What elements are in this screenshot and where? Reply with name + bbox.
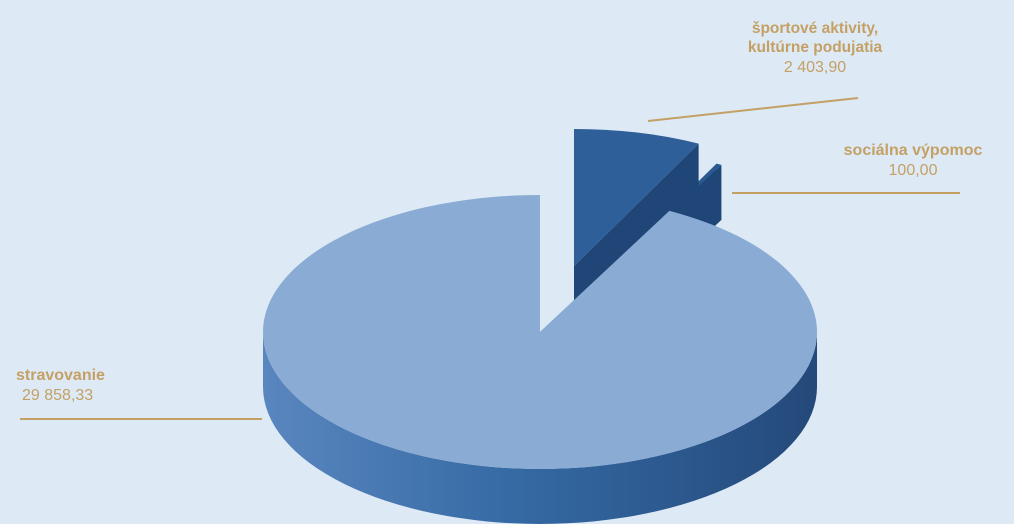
slice-name-social: sociálna výpomoc <box>843 142 983 159</box>
pie-slices <box>263 129 818 524</box>
slice-label-social: sociálna výpomoc 100,00 <box>820 141 1014 181</box>
slice-stravovanie-side <box>263 332 817 524</box>
slice-value-sport: 2 403,90 <box>783 58 847 76</box>
slice-name-sport-line1: športové aktivity, <box>751 20 879 37</box>
slice-value-social: 100,00 <box>888 162 938 179</box>
slice-name-sport-line2: kultúrne podujatia <box>747 39 883 57</box>
slice-label-stravovanie: stravovanie 29 858,33 <box>16 366 236 406</box>
leader-line-sport <box>647 97 859 122</box>
slice-name-stravovanie: stravovanie <box>16 367 105 384</box>
slice-sport-top <box>574 129 699 266</box>
slice-stravovanie-top <box>263 195 818 469</box>
slice-label-sport: športové aktivity, kultúrne podujatia 2 … <box>690 19 940 78</box>
slice-stravovanie <box>263 195 818 524</box>
slice-value-stravovanie: 29 858,33 <box>22 387 94 404</box>
leader-lines <box>20 97 960 420</box>
